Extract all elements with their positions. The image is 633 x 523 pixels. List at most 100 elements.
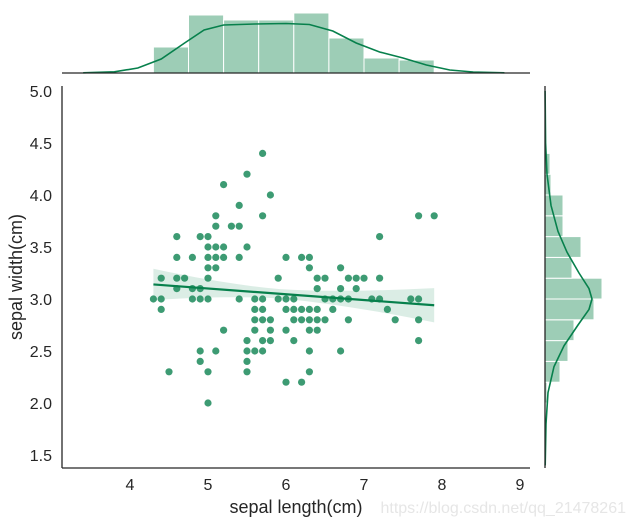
scatter-point [407, 295, 415, 303]
scatter-point [196, 295, 204, 303]
scatter-point [204, 253, 212, 261]
scatter-point [305, 368, 313, 376]
scatter-point [212, 222, 220, 230]
scatter-point [360, 274, 368, 282]
scatter-point [313, 285, 321, 293]
scatter-point [220, 326, 228, 334]
scatter-point [181, 274, 189, 282]
scatter-point [430, 212, 438, 220]
scatter-point [290, 305, 298, 313]
scatter-point [305, 326, 313, 334]
scatter-points [149, 149, 438, 407]
histogram-bar [544, 256, 573, 279]
scatter-point [352, 274, 360, 282]
scatter-point [383, 305, 391, 313]
y-axis-label: sepal width(cm) [6, 214, 26, 340]
scatter-point [313, 316, 321, 324]
scatter-point [305, 305, 313, 313]
x-tick-label: 9 [516, 477, 525, 494]
watermark-text: https://blog.csdn.net/qq_21478261 [380, 500, 626, 517]
scatter-point [290, 295, 298, 303]
scatter-point [415, 337, 423, 345]
scatter-point [243, 243, 251, 251]
scatter-point [266, 326, 274, 334]
scatter-point [204, 274, 212, 282]
y-tick-label: 3.0 [30, 292, 52, 309]
histogram-bar [223, 19, 260, 74]
histogram-bar [293, 12, 330, 74]
scatter-point [305, 316, 313, 324]
scatter-point [204, 368, 212, 376]
y-axis-tick-labels: 1.5 2.0 2.5 3.0 3.5 4.0 4.5 5.0 [30, 84, 52, 465]
scatter-point [274, 295, 282, 303]
x-tick-label: 8 [438, 477, 447, 494]
scatter-point [376, 274, 384, 282]
scatter-point [344, 316, 352, 324]
scatter-point [259, 305, 267, 313]
scatter-point [290, 316, 298, 324]
scatter-point [329, 305, 337, 313]
scatter-point [344, 274, 352, 282]
scatter-point [235, 201, 243, 209]
scatter-point [337, 285, 345, 293]
histogram-bar [544, 277, 603, 300]
scatter-point [313, 274, 321, 282]
scatter-point [282, 295, 290, 303]
histogram-bar [544, 194, 564, 217]
scatter-point [266, 337, 274, 345]
scatter-point [243, 357, 251, 365]
scatter-point [259, 337, 267, 345]
scatter-point [188, 295, 196, 303]
histogram-bar [544, 298, 595, 321]
scatter-point [243, 337, 251, 345]
histogram-bar [258, 19, 295, 74]
scatter-point [298, 316, 306, 324]
scatter-point [173, 274, 181, 282]
scatter-point [173, 233, 181, 241]
scatter-point [259, 212, 267, 220]
scatter-point [282, 326, 290, 334]
scatter-point [220, 253, 228, 261]
scatter-point [220, 181, 228, 189]
scatter-point [243, 368, 251, 376]
scatter-point [165, 368, 173, 376]
scatter-point [290, 337, 298, 345]
x-axis-tick-labels: 4 5 6 7 8 9 [126, 477, 525, 494]
marginal-x-kde-curve [83, 22, 505, 74]
x-axis-label: sepal length(cm) [229, 497, 362, 517]
scatter-point [212, 264, 220, 272]
scatter-point [305, 253, 313, 261]
scatter-point [251, 316, 259, 324]
scatter-point [259, 347, 267, 355]
scatter-point [313, 305, 321, 313]
scatter-point [259, 295, 267, 303]
scatter-point [376, 233, 384, 241]
y-tick-label: 1.5 [30, 448, 52, 465]
scatter-point [212, 212, 220, 220]
scatter-point [188, 253, 196, 261]
scatter-point [321, 274, 329, 282]
y-tick-label: 2.0 [30, 396, 52, 413]
scatter-point [352, 285, 360, 293]
scatter-point [204, 243, 212, 251]
scatter-point [204, 399, 212, 407]
histogram-bar [363, 57, 400, 74]
scatter-point [259, 149, 267, 157]
scatter-point [282, 253, 290, 261]
scatter-point [251, 347, 259, 355]
histogram-bar [544, 236, 582, 258]
x-tick-label: 7 [360, 477, 369, 494]
scatter-point [337, 347, 345, 355]
scatter-point [282, 378, 290, 386]
scatter-point [212, 347, 220, 355]
scatter-point [196, 357, 204, 365]
scatter-point [313, 326, 321, 334]
marginal-x-histogram [152, 12, 435, 74]
y-tick-label: 5.0 [30, 84, 52, 101]
scatter-point [305, 264, 313, 272]
scatter-point [157, 295, 165, 303]
scatter-point [321, 316, 329, 324]
scatter-point [235, 222, 243, 230]
scatter-point [204, 295, 212, 303]
